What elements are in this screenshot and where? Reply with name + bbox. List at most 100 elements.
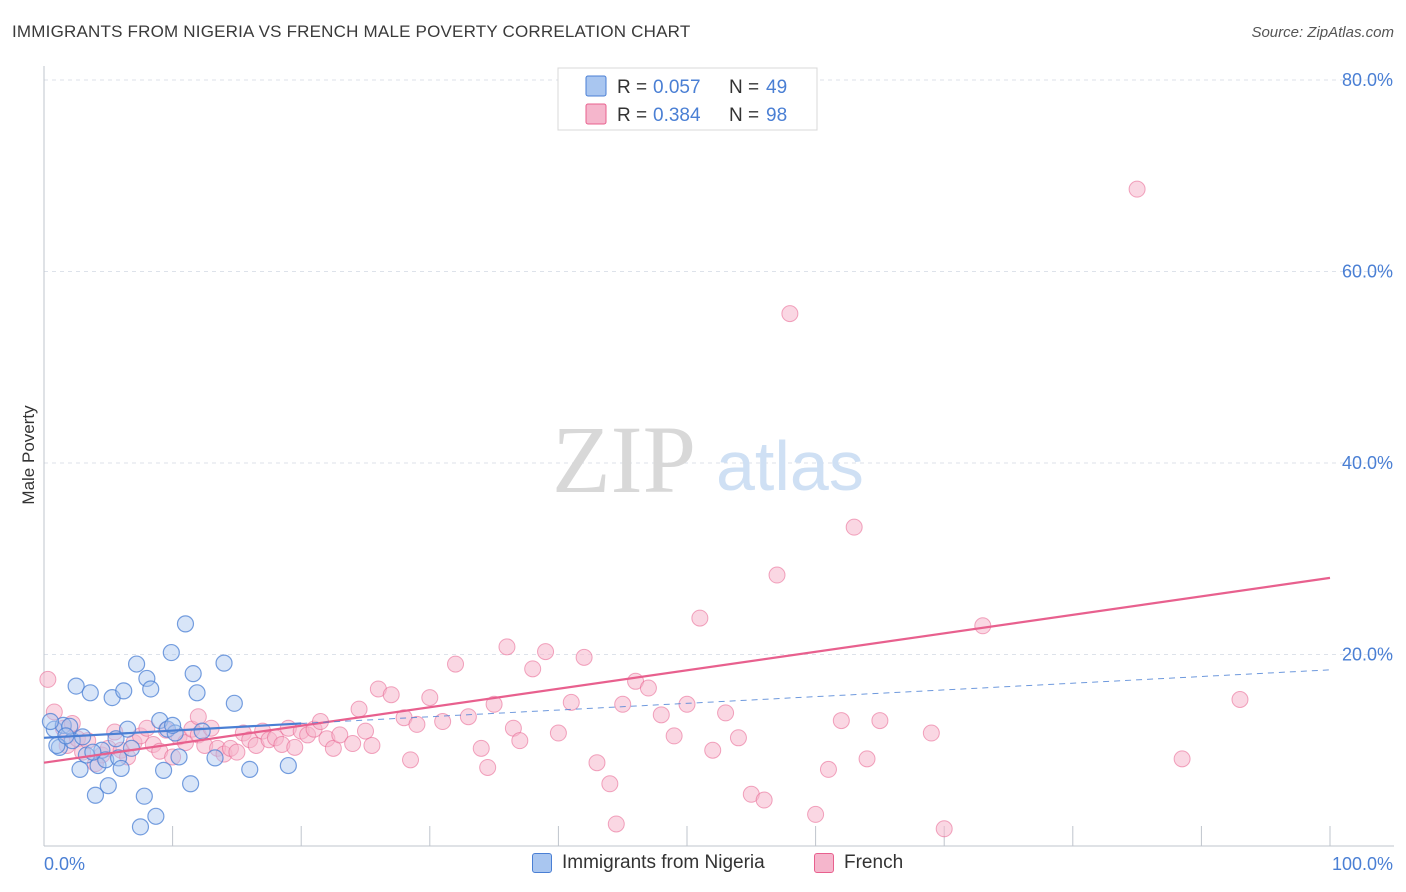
french-point bbox=[678, 695, 696, 713]
x-tick-label: 100.0% bbox=[1332, 854, 1393, 874]
french-point bbox=[922, 724, 940, 742]
nigeria-point bbox=[147, 807, 165, 825]
watermark-zip: ZIP bbox=[552, 406, 696, 513]
nigeria-swatch bbox=[532, 853, 552, 873]
legend-n-label: N = bbox=[729, 105, 759, 126]
legend-item-nigeria: Immigrants from Nigeria bbox=[532, 852, 765, 874]
french-point bbox=[447, 655, 465, 673]
french-point bbox=[1128, 180, 1146, 198]
nigeria-point bbox=[225, 694, 243, 712]
french-point bbox=[768, 566, 786, 584]
french-point bbox=[974, 617, 992, 635]
french-point bbox=[562, 693, 580, 711]
french-point bbox=[639, 679, 657, 697]
nigeria-point bbox=[176, 615, 195, 633]
legend-n-value: 49 bbox=[766, 77, 787, 98]
french-point bbox=[39, 670, 57, 688]
nigeria-point bbox=[84, 743, 102, 761]
french-point bbox=[498, 638, 516, 656]
french-point bbox=[614, 695, 632, 713]
french-point bbox=[935, 820, 953, 838]
nigeria-point bbox=[81, 684, 99, 702]
french-point bbox=[691, 609, 709, 627]
french-point bbox=[858, 750, 876, 768]
french-point bbox=[479, 758, 497, 776]
series-legend: Immigrants from Nigeria French bbox=[0, 852, 1406, 878]
watermark-atlas: atlas bbox=[716, 427, 864, 505]
legend-r-label: R = bbox=[617, 105, 647, 126]
french-point bbox=[382, 686, 400, 704]
french-point bbox=[402, 751, 420, 769]
nigeria-point bbox=[215, 654, 233, 672]
french-point bbox=[601, 775, 619, 793]
nigeria-points bbox=[41, 615, 297, 836]
french-point bbox=[421, 689, 439, 707]
french-point bbox=[652, 706, 670, 724]
french-point bbox=[549, 724, 567, 742]
french-point bbox=[832, 712, 850, 730]
french-point bbox=[511, 732, 529, 750]
french-point bbox=[819, 760, 837, 778]
watermark: ZIP atlas bbox=[552, 406, 864, 513]
french-point bbox=[459, 708, 477, 726]
nigeria-point bbox=[138, 669, 156, 688]
nigeria-point bbox=[182, 775, 200, 793]
french-point bbox=[106, 723, 124, 741]
french-point bbox=[189, 708, 207, 726]
legend-label-french: French bbox=[844, 852, 904, 873]
legend-r-value: 0.384 bbox=[653, 105, 701, 126]
french-point bbox=[286, 738, 304, 756]
nigeria-point bbox=[67, 677, 85, 695]
nigeria-trendline-extension bbox=[301, 669, 1331, 724]
source-credit: Source: ZipAtlas.com bbox=[1251, 24, 1394, 41]
y-tick-label: 20.0% bbox=[1342, 645, 1393, 665]
french-swatch bbox=[814, 853, 834, 873]
french-point bbox=[871, 712, 889, 730]
nigeria-point bbox=[109, 749, 128, 767]
legend-label-nigeria: Immigrants from Nigeria bbox=[562, 852, 765, 873]
french-point bbox=[485, 695, 503, 713]
gridlines bbox=[44, 79, 1394, 655]
nigeria-point bbox=[184, 665, 202, 683]
nigeria-point bbox=[118, 720, 137, 738]
legend-item-french: French bbox=[814, 852, 903, 874]
legend-r-value: 0.057 bbox=[653, 77, 701, 98]
french-point bbox=[1231, 691, 1249, 709]
french-point bbox=[588, 754, 606, 772]
french-point bbox=[807, 805, 825, 823]
french-point bbox=[781, 305, 799, 323]
nigeria-point bbox=[41, 712, 60, 731]
french-point bbox=[408, 715, 426, 733]
french-point bbox=[575, 648, 593, 666]
trend-lines bbox=[43, 576, 1331, 764]
french-point bbox=[704, 741, 722, 759]
nigeria-point bbox=[241, 760, 259, 779]
nigeria-point bbox=[193, 722, 211, 740]
legend-n-label: N = bbox=[729, 77, 759, 98]
french-point bbox=[665, 727, 683, 745]
french-point bbox=[357, 722, 374, 740]
french-point bbox=[755, 791, 773, 809]
nigeria-trendline bbox=[43, 722, 302, 739]
french-point bbox=[537, 643, 555, 661]
nigeria-point bbox=[71, 760, 89, 779]
french-point bbox=[331, 726, 349, 744]
nigeria-point bbox=[61, 717, 79, 735]
nigeria-point bbox=[135, 787, 153, 805]
chart-title: IMMIGRANTS FROM NIGERIA VS FRENCH MALE P… bbox=[12, 22, 691, 41]
nigeria-point bbox=[142, 680, 160, 698]
french-point bbox=[607, 815, 625, 833]
french-point bbox=[164, 748, 182, 766]
nigeria-point bbox=[131, 818, 150, 836]
y-axis-label: Male Poverty bbox=[19, 405, 38, 505]
french-trendline bbox=[43, 576, 1331, 764]
french-point bbox=[350, 700, 368, 718]
nigeria-point bbox=[206, 749, 224, 767]
nigeria-point bbox=[99, 777, 117, 795]
legend-r-label: R = bbox=[617, 77, 647, 98]
y-tick-label: 80.0% bbox=[1342, 70, 1393, 90]
legend-swatch bbox=[585, 75, 607, 97]
french-point bbox=[434, 713, 452, 731]
nigeria-point bbox=[279, 756, 297, 775]
